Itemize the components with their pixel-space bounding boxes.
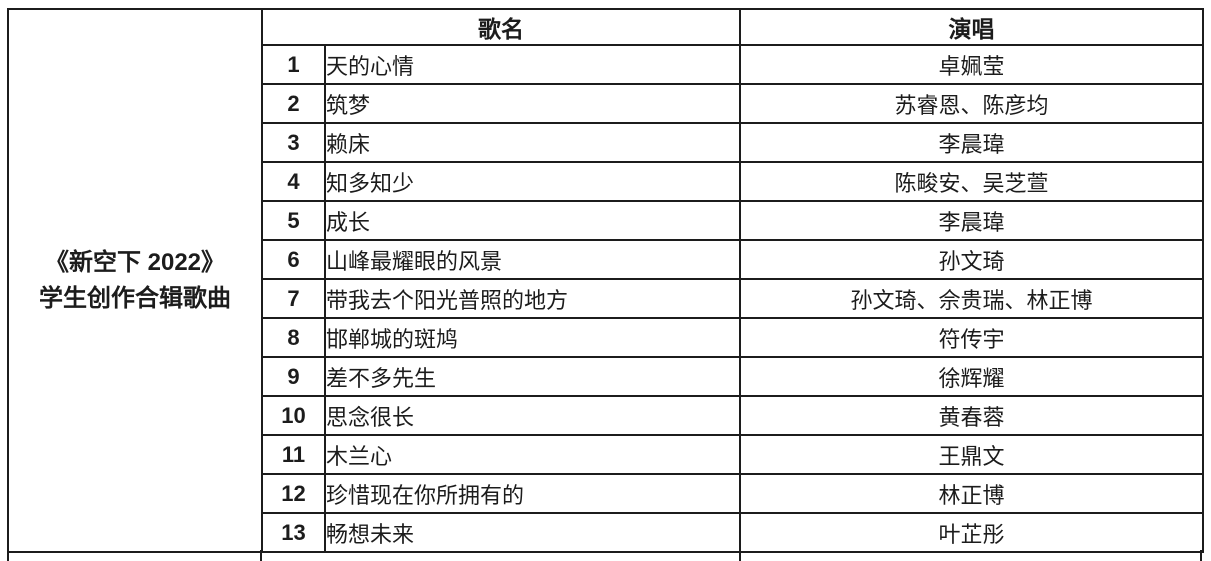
row-number-cell: 11 bbox=[261, 434, 326, 475]
table-row: 1 天的心情 卓姵莹 bbox=[8, 44, 1204, 85]
table-border-stub bbox=[1200, 550, 1202, 561]
table-row: 7 带我去个阳光普照的地方 孙文琦、佘贵瑞、林正博 bbox=[8, 278, 1204, 319]
row-number-cell: 10 bbox=[261, 395, 326, 436]
singer-cell: 徐辉耀 bbox=[739, 356, 1204, 397]
row-number-cell: 4 bbox=[261, 161, 326, 202]
table-border-stub bbox=[260, 550, 262, 561]
row-number-cell: 3 bbox=[261, 122, 326, 163]
table-border-stub bbox=[739, 550, 741, 561]
table-row: 11 木兰心 王鼎文 bbox=[8, 434, 1204, 475]
singer-cell: 苏睿恩、陈彦均 bbox=[739, 83, 1204, 124]
song-cell: 思念很长 bbox=[324, 395, 741, 436]
singer-cell: 孙文琦 bbox=[739, 239, 1204, 280]
singer-cell: 叶芷彤 bbox=[739, 512, 1204, 553]
row-number-cell: 1 bbox=[261, 44, 326, 85]
row-number-cell: 2 bbox=[261, 83, 326, 124]
singer-cell: 李晨瑋 bbox=[739, 122, 1204, 163]
song-cell: 带我去个阳光普照的地方 bbox=[324, 278, 741, 319]
song-column-header: 歌名 bbox=[261, 8, 741, 46]
song-cell: 筑梦 bbox=[324, 83, 741, 124]
row-number-cell: 8 bbox=[261, 317, 326, 358]
singer-cell: 卓姵莹 bbox=[739, 44, 1204, 85]
header-row: 《新空下 2022》 学生创作合辑歌曲 歌名 演唱 bbox=[7, 8, 1204, 553]
singer-column-header: 演唱 bbox=[739, 8, 1204, 46]
singer-cell: 符传宇 bbox=[739, 317, 1204, 358]
row-number-cell: 6 bbox=[261, 239, 326, 280]
song-cell: 邯郸城的斑鸠 bbox=[324, 317, 741, 358]
song-cell: 赖床 bbox=[324, 122, 741, 163]
album-title-line-2: 学生创作合辑歌曲 bbox=[39, 284, 231, 312]
table-row: 13 畅想未来 叶芷彤 bbox=[8, 512, 1204, 553]
table-row: 9 差不多先生 徐辉耀 bbox=[8, 356, 1204, 397]
table-row: 10 思念很长 黄春蓉 bbox=[8, 395, 1204, 436]
row-number-cell: 9 bbox=[261, 356, 326, 397]
singer-cell: 林正博 bbox=[739, 473, 1204, 514]
table-row: 5 成长 李晨瑋 bbox=[8, 200, 1204, 241]
table-row: 3 赖床 李晨瑋 bbox=[8, 122, 1204, 163]
song-cell: 山峰最耀眼的风景 bbox=[324, 239, 741, 280]
table-row: 4 知多知少 陈畯安、吴芝萱 bbox=[8, 161, 1204, 202]
table-row: 6 山峰最耀眼的风景 孙文琦 bbox=[8, 239, 1204, 280]
singer-cell: 黄春蓉 bbox=[739, 395, 1204, 436]
row-number-cell: 7 bbox=[261, 278, 326, 319]
song-cell: 差不多先生 bbox=[324, 356, 741, 397]
singer-cell: 陈畯安、吴芝萱 bbox=[739, 161, 1204, 202]
singer-cell: 李晨瑋 bbox=[739, 200, 1204, 241]
song-cell: 天的心情 bbox=[324, 44, 741, 85]
table-row: 8 邯郸城的斑鸠 符传宇 bbox=[8, 317, 1204, 358]
album-title-cell: 《新空下 2022》 学生创作合辑歌曲 bbox=[7, 8, 263, 553]
row-number-cell: 12 bbox=[261, 473, 326, 514]
table-row: 12 珍惜现在你所拥有的 林正博 bbox=[8, 473, 1204, 514]
song-cell: 木兰心 bbox=[324, 434, 741, 475]
row-number-cell: 5 bbox=[261, 200, 326, 241]
table-row: 2 筑梦 苏睿恩、陈彦均 bbox=[8, 83, 1204, 124]
song-cell: 知多知少 bbox=[324, 161, 741, 202]
song-cell: 成长 bbox=[324, 200, 741, 241]
song-cell: 畅想未来 bbox=[324, 512, 741, 553]
album-title-line-1: 《新空下 2022》 bbox=[44, 248, 226, 276]
singer-cell: 王鼎文 bbox=[739, 434, 1204, 475]
row-number-cell: 13 bbox=[261, 512, 326, 553]
song-list-table: 《新空下 2022》 学生创作合辑歌曲 歌名 演唱 1 天的心情 卓姵莹 2 筑… bbox=[7, 8, 1204, 553]
song-cell: 珍惜现在你所拥有的 bbox=[324, 473, 741, 514]
table-border-stub bbox=[7, 550, 9, 561]
singer-cell: 孙文琦、佘贵瑞、林正博 bbox=[739, 278, 1204, 319]
